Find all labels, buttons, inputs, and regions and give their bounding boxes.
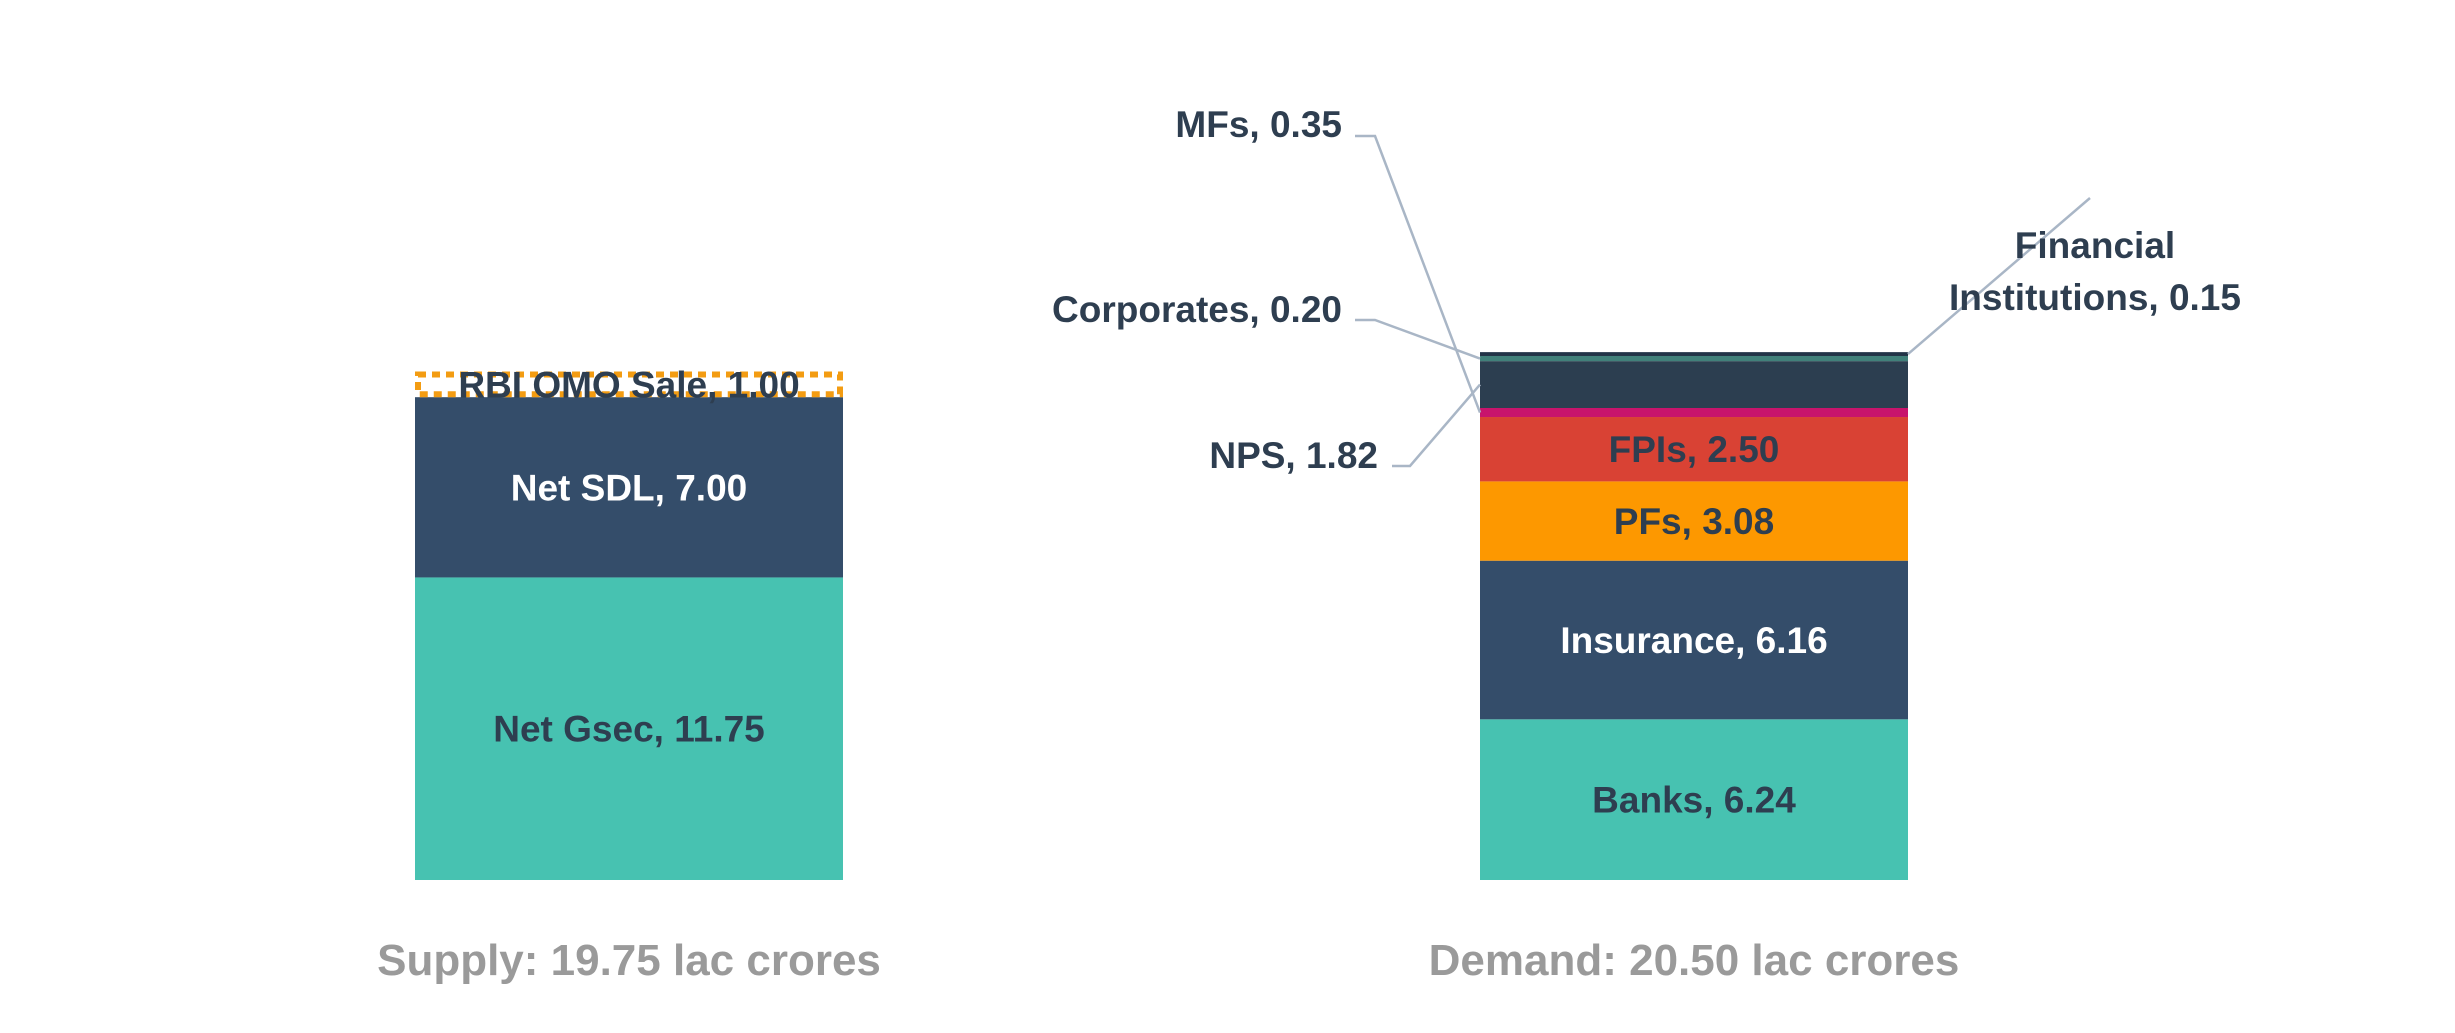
demand-segment-financial-institutions [1480, 352, 1908, 356]
demand-segment-fpis-label: FPIs, 2.50 [1609, 429, 1780, 470]
demand-segment-nps [1480, 361, 1908, 409]
demand-segment-financial-institutions-label: Financial Institutions, 0.15 [1949, 225, 2241, 318]
demand-segment-mfs [1480, 408, 1908, 418]
demand-segment-financial-institutions-leader-line [1907, 197, 2091, 356]
demand-segment-insurance [1480, 560, 1908, 720]
supply-segment-net-sdl [415, 397, 843, 578]
supply-segment-net-gsec-label: Net Gsec, 11.75 [493, 709, 765, 750]
demand-segment-corporates-leader-line [1355, 318, 1481, 360]
demand-segment-banks-label: Banks, 6.24 [1592, 780, 1796, 821]
supply-segment-net-sdl-label: Net SDL, 7.00 [511, 467, 747, 508]
demand-segment-pfs [1480, 481, 1908, 561]
demand-segment-corporates-label: Corporates, 0.20 [1052, 289, 1342, 330]
demand-segment-insurance-label: Insurance, 6.16 [1560, 620, 1827, 661]
demand-segment-financial-institutions-label-line: Financial [2015, 225, 2175, 266]
supply-caption: Supply: 19.75 lac crores [377, 936, 881, 985]
demand-segment-mfs-label: MFs, 0.35 [1175, 104, 1342, 145]
demand-caption: Demand: 20.50 lac crores [1429, 936, 1960, 985]
demand-segment-mfs-leader-line [1355, 134, 1482, 413]
demand-segment-banks [1480, 719, 1908, 880]
supply-segment-rbi-omo-sale-label: RBI OMO Sale, 1.00 [458, 364, 799, 405]
demand-bar: Banks, 6.24 Insurance, 6.16 PFs, 3.08 FPIs,… [1052, 104, 2241, 985]
demand-segment-nps-label: NPS, 1.82 [1209, 435, 1378, 476]
demand-segment-corporates [1480, 355, 1908, 362]
demand-segment-pfs-label: PFs, 3.08 [1614, 501, 1774, 542]
supply-segment-rbi-omo-sale [415, 371, 843, 398]
demand-segment-financial-institutions-label-line: Institutions, 0.15 [1949, 277, 2241, 318]
demand-segment-fpis [1480, 417, 1908, 482]
supply-segment-net-gsec [415, 577, 843, 880]
demand-segment-nps-leader-line [1392, 383, 1481, 468]
supply-bar: Net Gsec, 11.75 Net SDL, 7.00 RBI OMO Sale… [377, 364, 881, 985]
